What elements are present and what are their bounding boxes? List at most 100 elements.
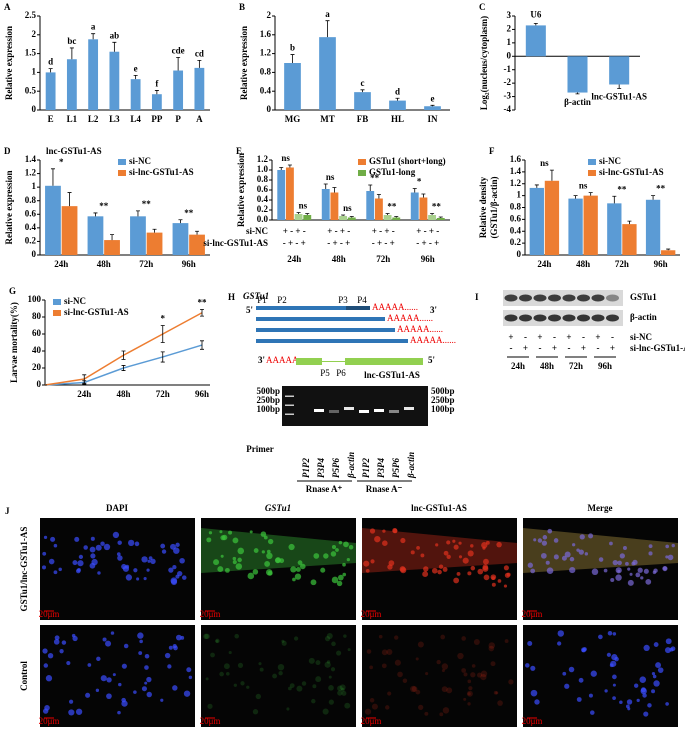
panel-label: H xyxy=(228,292,235,302)
nucleus xyxy=(117,555,123,561)
x-tick-label: 48h xyxy=(97,259,111,269)
micrograph xyxy=(362,518,517,620)
bar xyxy=(567,56,588,93)
antisense-exon xyxy=(345,358,423,365)
nucleus xyxy=(382,540,388,546)
nucleus xyxy=(572,543,576,547)
annotation: bc xyxy=(67,36,76,46)
ladder-label: 100bp xyxy=(431,404,455,414)
nucleus xyxy=(288,543,295,551)
x-tick-label: 72h xyxy=(376,254,390,264)
nucleus xyxy=(578,677,584,683)
nucleus xyxy=(653,680,660,687)
x-tick-label: 24h xyxy=(287,254,301,264)
nucleus xyxy=(83,545,88,550)
nucleus xyxy=(125,574,133,581)
nucleus xyxy=(61,640,67,645)
gel xyxy=(282,386,428,426)
nucleus xyxy=(640,576,644,580)
nucleus xyxy=(337,574,344,581)
nucleus xyxy=(341,687,345,692)
nucleus xyxy=(85,692,91,698)
nucleus xyxy=(312,684,317,689)
micrograph xyxy=(201,625,356,727)
bar xyxy=(146,232,163,255)
nucleus xyxy=(53,543,58,548)
nucleus xyxy=(71,633,76,638)
y-tick-label: 1.2 xyxy=(510,178,522,188)
ladder-label: 500bp xyxy=(256,386,280,396)
blot-band xyxy=(562,314,576,322)
annotation: ns xyxy=(281,153,290,163)
error-bar xyxy=(135,210,140,217)
nucleus xyxy=(557,641,562,646)
y-tick-label: -4 xyxy=(504,104,512,114)
x-tick-label: 96h xyxy=(182,259,196,269)
nucleus xyxy=(161,549,167,554)
nucleus xyxy=(42,648,48,654)
nucleus xyxy=(482,565,489,572)
poly-a: AAAAA...... xyxy=(387,313,433,323)
nucleus xyxy=(482,546,486,550)
nucleus xyxy=(371,703,378,710)
annotation: ** xyxy=(656,184,666,194)
nucleus xyxy=(557,630,565,637)
nucleus xyxy=(671,543,675,548)
y-axis-label: Relative expression xyxy=(4,170,14,244)
antisense-exon xyxy=(296,358,322,365)
nucleus xyxy=(105,640,112,647)
nucleus xyxy=(665,555,669,559)
legend-swatch xyxy=(358,159,366,165)
nucleus xyxy=(110,631,115,635)
nucleus xyxy=(582,647,587,652)
nucleus xyxy=(66,660,71,666)
legend-label: GSTu1 (short+long) xyxy=(369,156,446,166)
band-label: β-actin xyxy=(630,312,657,322)
bar xyxy=(389,100,406,110)
nucleus xyxy=(220,535,226,541)
y-tick-label: 20 xyxy=(32,362,42,372)
nucleus xyxy=(77,568,81,572)
nucleus xyxy=(277,663,285,671)
error-bar xyxy=(67,192,72,207)
y-tick-label: 1.6 xyxy=(510,154,522,164)
y-axis-label: Relative density xyxy=(478,176,488,238)
nucleus xyxy=(652,674,657,679)
y-tick-label: 0.2 xyxy=(25,235,37,245)
y-tick-label: 0.2 xyxy=(257,204,269,214)
nucleus xyxy=(481,542,488,549)
error-bar xyxy=(133,75,138,80)
nucleus xyxy=(610,577,615,582)
nucleus xyxy=(378,634,383,639)
nucleus xyxy=(112,673,116,677)
bar xyxy=(285,167,294,220)
nucleus xyxy=(655,662,662,668)
nucleus xyxy=(175,634,182,641)
lane-label: P3P4 xyxy=(376,458,386,478)
nucleus xyxy=(146,691,152,698)
error-bar xyxy=(290,54,295,63)
nucleus xyxy=(215,638,220,644)
nucleus xyxy=(264,561,271,567)
y-axis-label: (GSTu1/β-actin) xyxy=(489,177,499,239)
nucleus xyxy=(100,675,107,682)
nucleus xyxy=(508,679,514,685)
nucleus xyxy=(279,558,285,564)
tissue xyxy=(523,528,678,573)
nucleus xyxy=(311,698,316,704)
nucleus xyxy=(609,541,613,546)
error-bar xyxy=(69,47,74,60)
y-tick-label: 0.8 xyxy=(257,174,269,184)
nucleus xyxy=(442,707,450,714)
nucleus xyxy=(220,554,224,558)
nucleus xyxy=(281,639,285,643)
nucleus xyxy=(643,644,650,652)
y-tick-label: 80 xyxy=(32,311,42,321)
nucleus xyxy=(627,579,634,586)
nucleus xyxy=(249,530,253,534)
nucleus xyxy=(267,538,274,545)
column-header: lnc-GSTu1-AS xyxy=(411,503,467,513)
nucleus xyxy=(637,567,643,573)
annotation: ns xyxy=(299,201,308,211)
